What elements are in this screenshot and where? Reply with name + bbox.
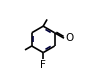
Text: O: O xyxy=(65,33,74,43)
Text: F: F xyxy=(40,60,46,70)
